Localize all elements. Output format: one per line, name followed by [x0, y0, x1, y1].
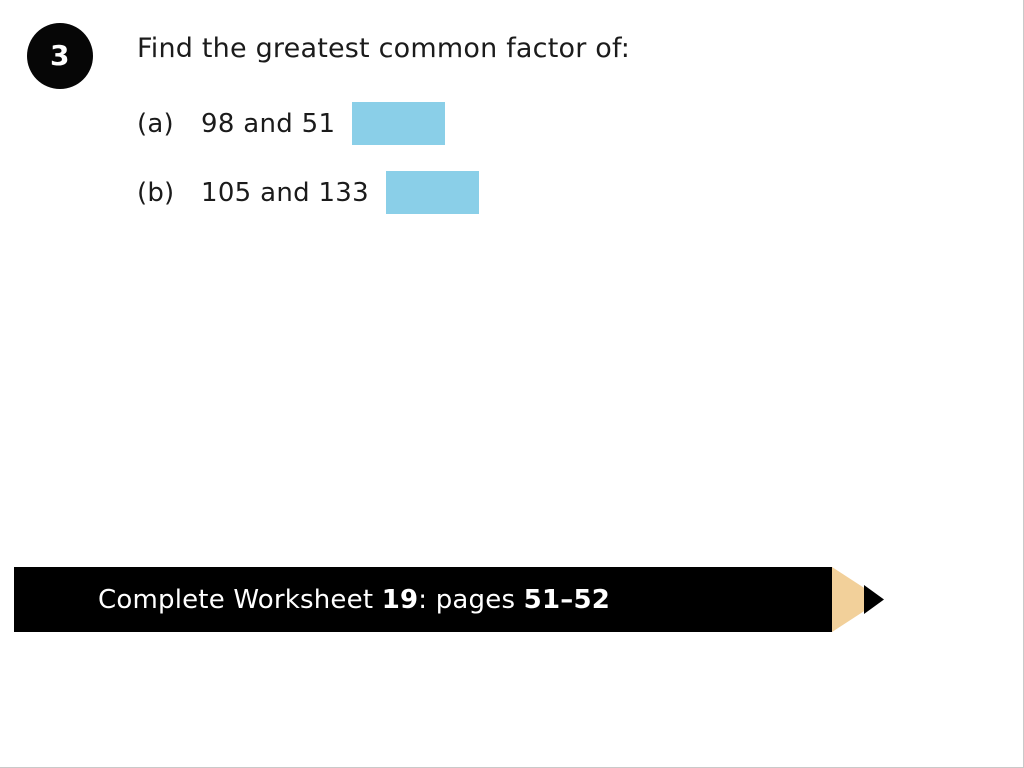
subpart-a-text: 98 and 51: [201, 108, 336, 139]
banner-prefix: Complete Worksheet: [98, 584, 382, 615]
subpart-a-answer-box[interactable]: [352, 102, 446, 146]
subpart-b-answer-box[interactable]: [386, 171, 479, 215]
worksheet-banner: Complete Worksheet 19: pages 51–52: [14, 567, 882, 632]
banner-middle: : pages: [418, 584, 524, 615]
banner-pages: 51–52: [523, 584, 611, 615]
subpart-b-label: (b): [137, 177, 175, 208]
worksheet-banner-body: Complete Worksheet 19: pages 51–52: [14, 567, 832, 632]
banner-worksheet-number: 19: [381, 584, 419, 615]
pencil-graphite-tip-icon: [820, 567, 884, 632]
question-prompt: Find the greatest common factor of:: [137, 33, 631, 64]
question-body: Find the greatest common factor of: (a) …: [137, 33, 917, 215]
subpart-a: (a) 98 and 51: [137, 102, 917, 146]
question-number-badge: 3: [27, 23, 93, 89]
worksheet-banner-text: Complete Worksheet 19: pages 51–52: [98, 585, 610, 615]
subpart-b-text: 105 and 133: [201, 177, 369, 208]
subpart-a-label: (a): [137, 108, 174, 139]
question-number-label: 3: [50, 38, 70, 72]
subpart-b: (b) 105 and 133: [137, 171, 917, 215]
